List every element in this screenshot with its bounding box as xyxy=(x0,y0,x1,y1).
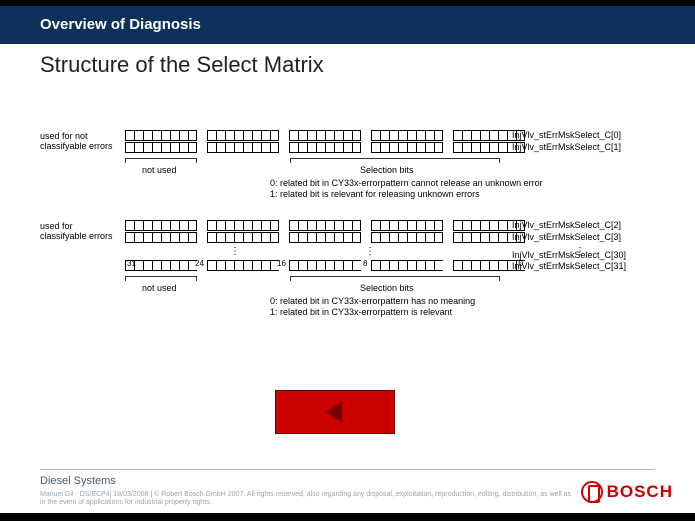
bitnum-16: 16 xyxy=(277,259,286,268)
bottom-black-bar xyxy=(0,513,695,521)
bosch-logo: BOSCH xyxy=(581,481,673,503)
diagram-area: used for not classifyable errors InjVlv_… xyxy=(40,130,660,370)
desc2-line1: 0: related bit in CY33x-errorpattern has… xyxy=(270,296,475,307)
brace-label-selection-2: Selection bits xyxy=(360,283,414,293)
back-button[interactable] xyxy=(275,390,395,434)
bosch-logo-text: BOSCH xyxy=(607,482,673,502)
desc1-line2: 1: related bit is relevant for releasing… xyxy=(270,189,480,200)
bitstrip-row-2 xyxy=(125,220,535,231)
header-bar: Overview of Diagnosis xyxy=(0,6,695,44)
bitstrip-row-0 xyxy=(125,130,535,141)
var-label-c31: InjVlv_stErrMskSelect_C[31] xyxy=(512,261,626,271)
header-title: Overview of Diagnosis xyxy=(0,6,695,33)
bosch-logo-icon xyxy=(581,481,603,503)
var-label-c30: InjVlv_stErrMskSelect_C[30] xyxy=(512,250,626,260)
bitnum-31: 31 xyxy=(127,259,136,268)
brace-selection-1 xyxy=(290,158,500,162)
slide: Overview of Diagnosis Structure of the S… xyxy=(0,0,695,521)
brace-label-not-used-1: not used xyxy=(142,165,177,175)
var-label-c0: InjVlv_stErrMskSelect_C[0] xyxy=(512,130,621,140)
footer-brand-left: Diesel Systems xyxy=(40,475,116,487)
brace-not-used-1 xyxy=(125,158,197,162)
bitstrip-row-3 xyxy=(125,232,535,243)
brace-label-selection-1: Selection bits xyxy=(360,165,414,175)
footer-copyright: Manuel Gil - DS/ECP4| 18/03/2008 | © Rob… xyxy=(40,491,575,508)
back-arrow-icon xyxy=(320,397,350,427)
ellipsis-2: ⋮ xyxy=(365,246,377,257)
var-label-c3: InjVlv_stErrMskSelect_C[3] xyxy=(512,232,621,242)
brace-label-not-used-2: not used xyxy=(142,283,177,293)
bitnum-24: 24 xyxy=(195,259,204,268)
var-label-c1: InjVlv_stErrMskSelect_C[1] xyxy=(512,142,621,152)
desc2-line2: 1: related bit in CY33x-errorpattern is … xyxy=(270,307,452,318)
ellipsis-1: ⋮ xyxy=(230,246,242,257)
bitstrip-row-1 xyxy=(125,142,535,153)
brace-not-used-2 xyxy=(125,276,197,280)
var-label-c2: InjVlv_stErrMskSelect_C[2] xyxy=(512,220,621,230)
bitstrip-numbered: 31 24 16 8 0 xyxy=(125,260,535,272)
bitnum-8: 8 xyxy=(363,259,367,268)
brace-selection-2 xyxy=(290,276,500,280)
desc1-line1: 0: related bit in CY33x-errorpattern can… xyxy=(270,178,543,189)
footer-divider xyxy=(40,469,655,470)
slide-title: Structure of the Select Matrix xyxy=(40,52,324,78)
